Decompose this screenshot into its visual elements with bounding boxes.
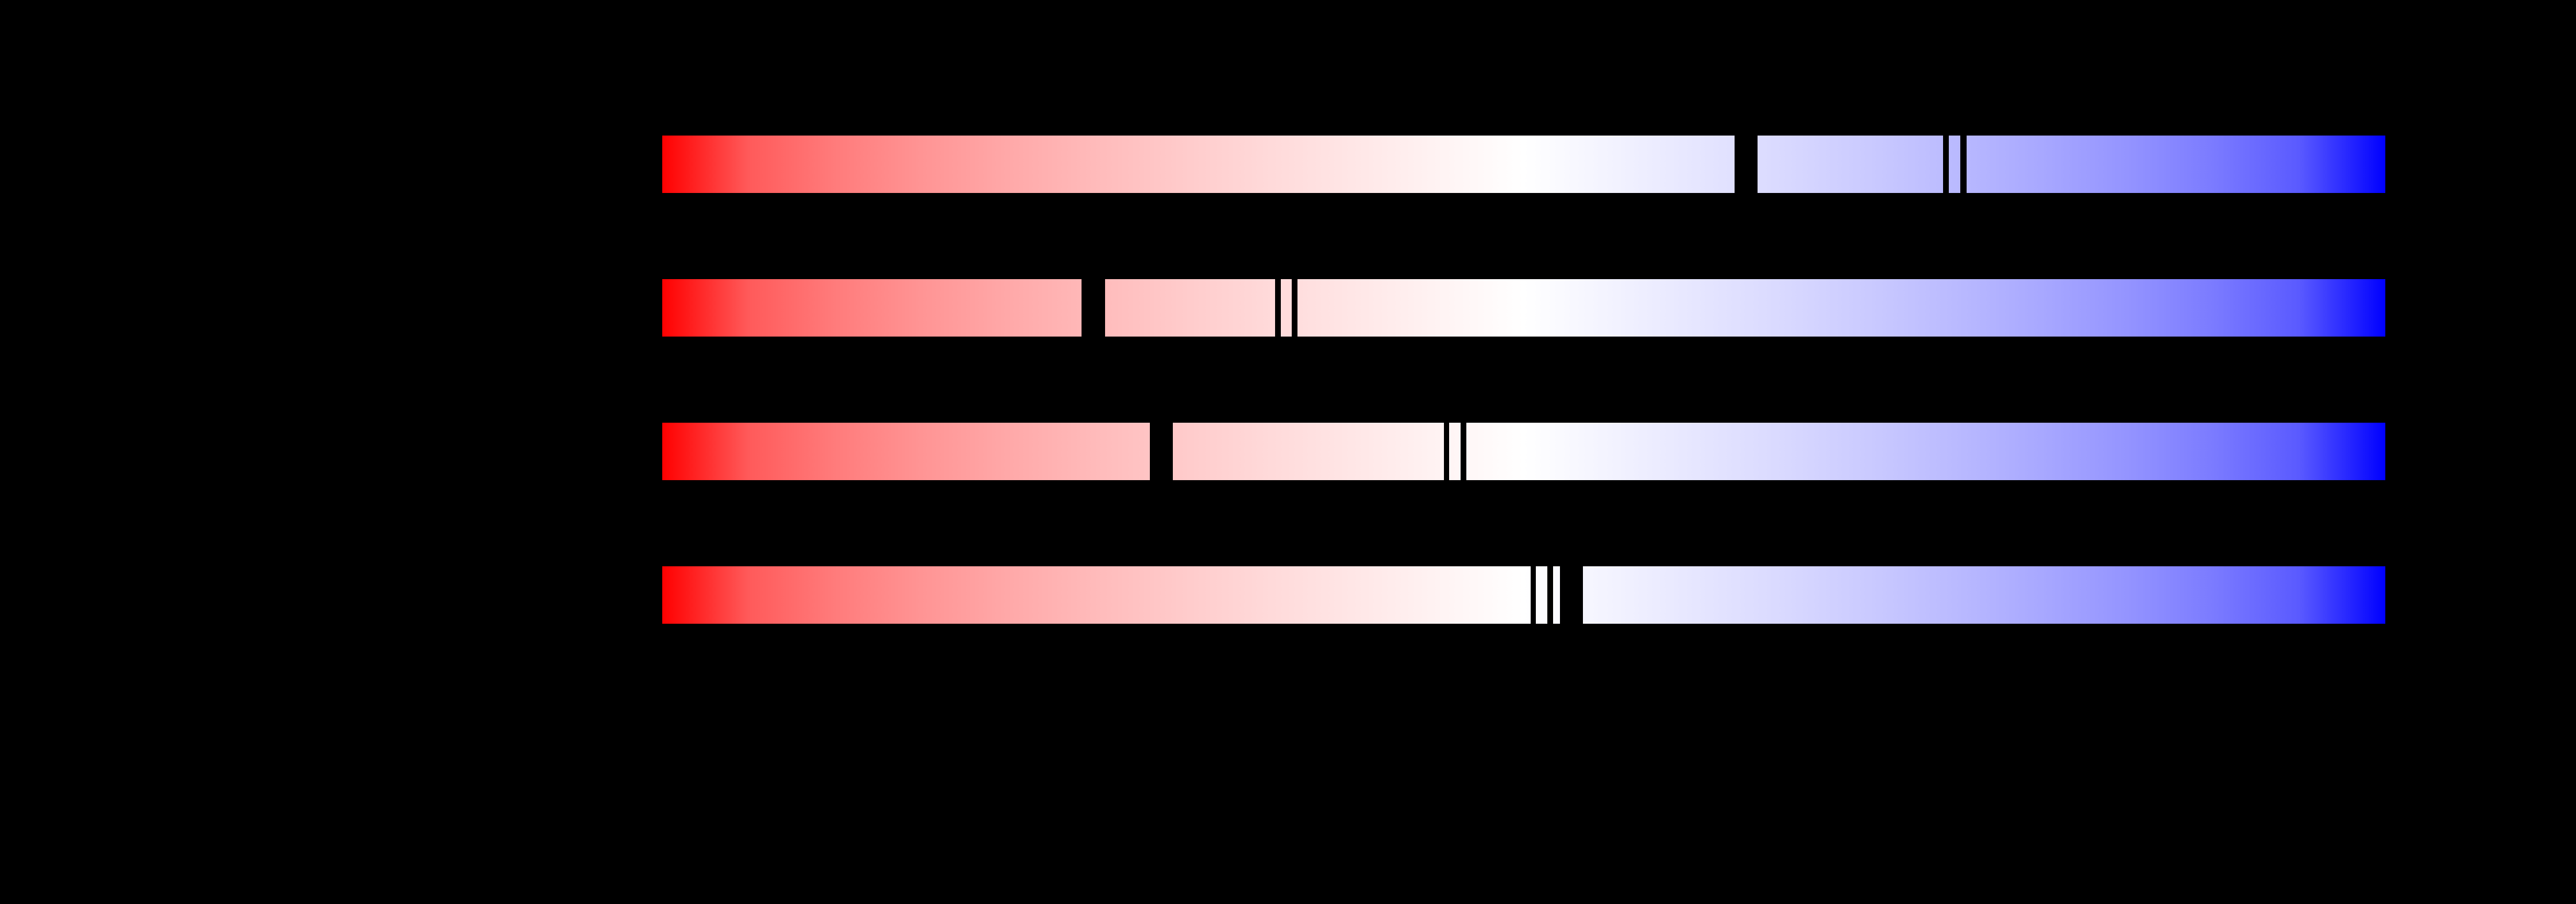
tick-marker xyxy=(1942,135,1949,194)
gradient-bar xyxy=(662,566,2385,624)
gap-marker xyxy=(1150,422,1173,481)
tick-marker xyxy=(1960,135,1967,194)
gap-marker xyxy=(1734,135,1758,194)
tick-marker xyxy=(1275,279,1281,337)
tick-marker xyxy=(1531,566,1536,624)
tick-marker xyxy=(1291,279,1298,337)
tick-marker xyxy=(1547,566,1553,624)
gradient-bar xyxy=(662,279,2385,337)
tick-marker xyxy=(1444,422,1450,481)
gradient-bar xyxy=(662,422,2385,481)
tick-marker xyxy=(1460,422,1467,481)
gap-marker xyxy=(1560,566,1583,624)
gap-marker xyxy=(1081,279,1105,337)
gradient-bar xyxy=(662,135,2385,194)
